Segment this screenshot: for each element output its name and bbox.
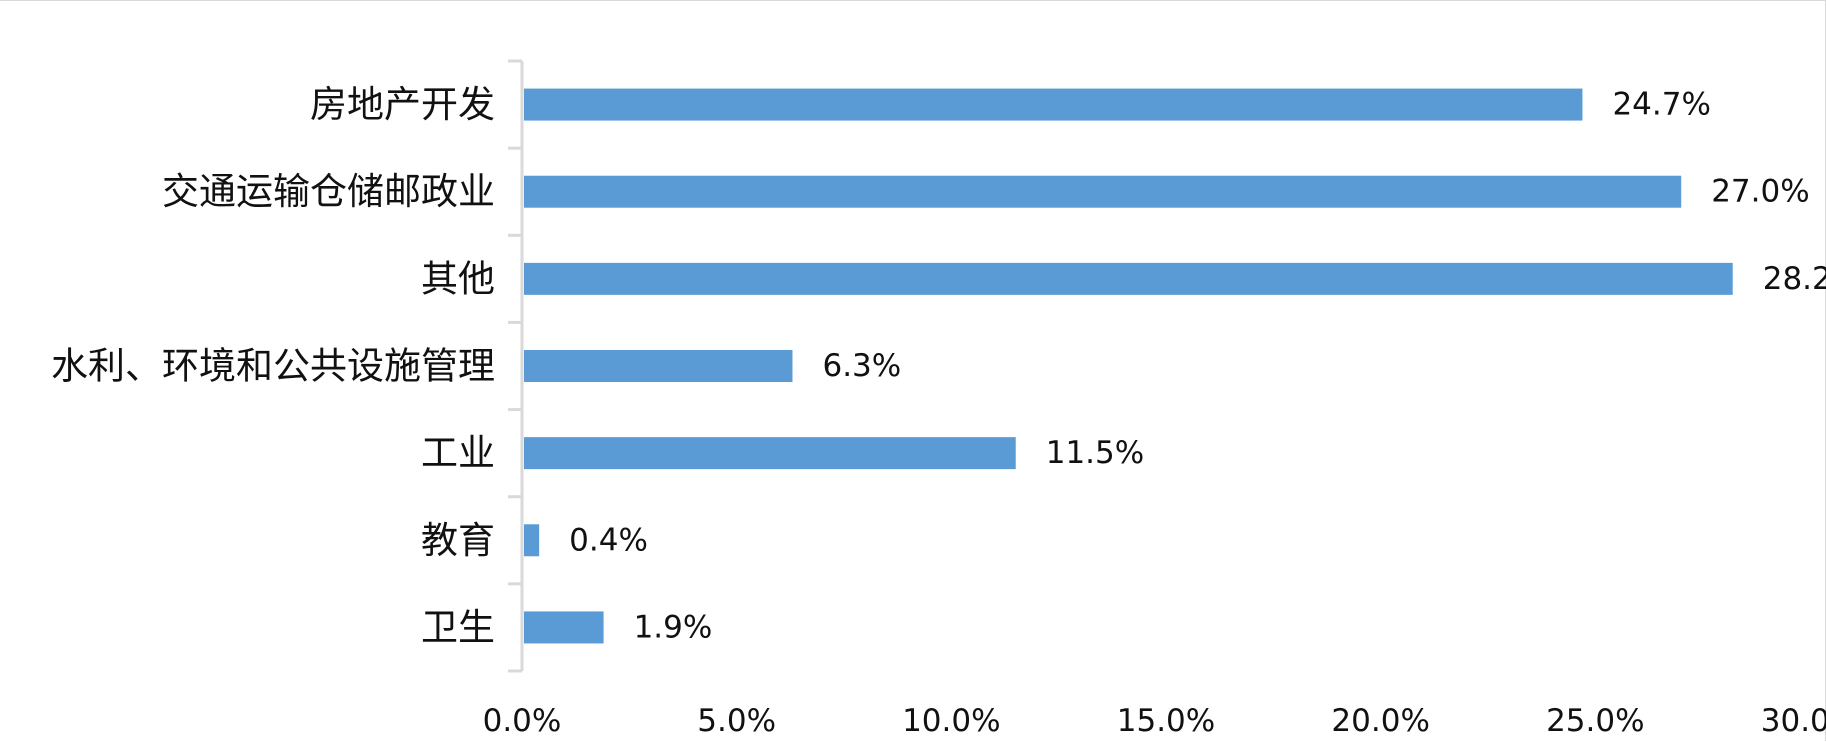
x-tick-label: 25.0% <box>1546 703 1644 739</box>
category-label: 房地产开发 <box>310 83 495 126</box>
data-label: 6.3% <box>822 348 901 384</box>
data-label: 27.0% <box>1711 174 1809 210</box>
bar <box>524 88 1583 121</box>
bars-layer <box>524 88 1733 644</box>
y-axis-layer <box>508 59 524 673</box>
bar <box>524 350 793 382</box>
category-label: 其他 <box>421 257 495 300</box>
data-label: 11.5% <box>1046 435 1144 471</box>
x-tick-label: 5.0% <box>697 703 776 739</box>
category-label: 卫生 <box>421 606 495 649</box>
x-tick-label: 15.0% <box>1117 703 1215 739</box>
bar <box>524 611 604 644</box>
category-label: 工业 <box>421 432 495 475</box>
labels-layer: 房地产开发 24.7% 交通运输仓储邮政业 27.0% 其他 28.2% 水利、环境和公共设… <box>51 83 1826 739</box>
data-label: 1.9% <box>634 609 713 645</box>
data-label: 28.2% <box>1763 261 1826 297</box>
data-label: 0.4% <box>569 522 648 558</box>
x-tick-label: 30.0% <box>1761 703 1826 739</box>
bar <box>524 175 1682 208</box>
bar <box>524 524 540 557</box>
bar <box>524 262 1733 295</box>
x-tick-label: 20.0% <box>1331 703 1429 739</box>
x-tick-label: 10.0% <box>902 703 1000 739</box>
data-label: 24.7% <box>1612 87 1710 123</box>
category-label: 教育 <box>421 519 495 562</box>
category-label: 水利、环境和公共设施管理 <box>51 345 495 388</box>
bar <box>524 437 1016 470</box>
category-label: 交通运输仓储邮政业 <box>162 170 495 213</box>
x-tick-label: 0.0% <box>483 703 562 739</box>
